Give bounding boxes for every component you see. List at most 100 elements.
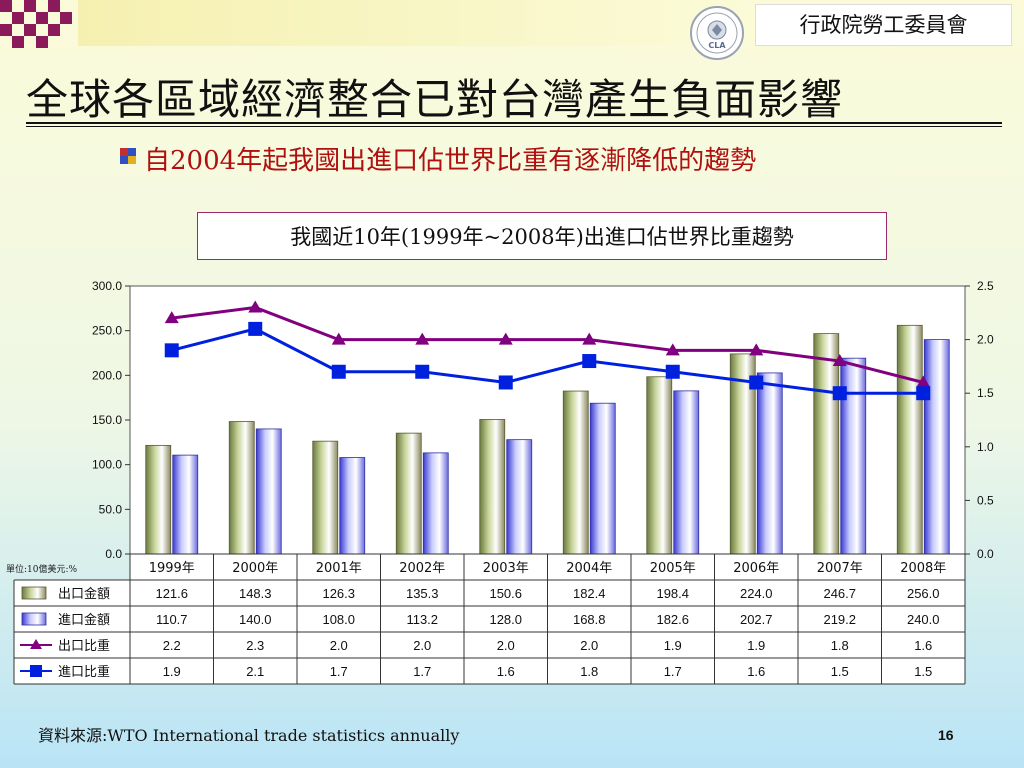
- cla-logo: CLA: [690, 6, 744, 60]
- import-value-bar: [673, 390, 700, 555]
- export-value-bar: [479, 419, 506, 555]
- data-table-value: 108.0: [322, 612, 355, 627]
- x-category-label: 2000年: [232, 561, 278, 576]
- y-left-tick-label: 0.0: [105, 547, 122, 561]
- y-left-tick-label: 200.0: [92, 368, 122, 382]
- export-share-point: [415, 332, 430, 345]
- legend-key-bar: [21, 612, 47, 626]
- import-share-line: [171, 327, 924, 395]
- legend-series-name: 出口比重: [58, 638, 110, 654]
- data-table-value: 140.0: [239, 612, 272, 627]
- import-value-bar: [506, 439, 533, 555]
- export-value-bar: [813, 333, 840, 555]
- export-share-point: [832, 354, 847, 367]
- data-table-value: 182.4: [573, 586, 606, 601]
- import-value-bar: [756, 372, 783, 555]
- y-right-tick-label: 0.0: [977, 547, 994, 561]
- legend-series-name: 出口金額: [58, 586, 110, 602]
- data-table-value: 2.2: [163, 638, 181, 653]
- import-share-point: [164, 343, 179, 358]
- y-left-tick-label: 100.0: [92, 458, 122, 472]
- data-table-value: 110.7: [156, 612, 188, 627]
- logo-text: CLA: [708, 41, 726, 50]
- header-band: [78, 0, 768, 46]
- data-table-value: 240.0: [907, 612, 940, 627]
- import-share-point: [665, 364, 680, 379]
- data-table-value: 113.2: [406, 612, 438, 627]
- import-share-point: [331, 364, 346, 379]
- y-left-tick-label: 250.0: [92, 324, 122, 338]
- trade-chart: 0.0 50.0 100.0 150.0 200.0 250.0 300.0 0.0 0.5 1.…: [13, 279, 994, 685]
- data-table-value: 126.3: [322, 586, 355, 601]
- data-table-value: 198.4: [656, 586, 689, 601]
- data-table-value: 1.9: [163, 664, 181, 679]
- import-share-point: [832, 386, 847, 401]
- import-share-point: [415, 364, 430, 379]
- import-share-point: [582, 354, 597, 369]
- y-left-tick-label: 300.0: [92, 279, 122, 293]
- council-name: 行政院勞工委員會: [755, 4, 1012, 46]
- export-share-point: [749, 343, 764, 356]
- import-value-bar: [255, 428, 282, 555]
- data-table-value: 1.7: [330, 664, 348, 679]
- y-right-tick-label: 0.5: [977, 493, 994, 507]
- slide-subtitle: 自2004年起我國出進口佔世界比重有逐漸降低的趨勢: [144, 146, 757, 176]
- corner-checker-decoration: [0, 0, 72, 48]
- y-left-tick-label: 150.0: [92, 413, 122, 427]
- export-share-point: [498, 332, 513, 345]
- import-share-point: [498, 375, 513, 390]
- data-table-value: 1.6: [747, 664, 765, 679]
- x-category-label: 2002年: [399, 561, 445, 576]
- export-share-point: [164, 311, 179, 324]
- export-value-bar: [395, 432, 422, 555]
- data-table-value: 1.6: [497, 664, 515, 679]
- data-table-value: 219.2: [823, 612, 856, 627]
- data-table-value: 1.8: [580, 664, 598, 679]
- data-table-value: 135.3: [406, 586, 439, 601]
- data-table-value: 150.6: [489, 586, 522, 601]
- data-table-value: 2.0: [497, 638, 515, 653]
- data-table-value: 224.0: [740, 586, 773, 601]
- data-table-value: 1.5: [914, 664, 932, 679]
- export-value-bar: [646, 376, 673, 555]
- data-table-value: 2.1: [246, 664, 264, 679]
- data-table-value: 1.7: [413, 664, 431, 679]
- import-value-bar: [589, 402, 616, 555]
- x-category-label: 2007年: [817, 561, 863, 576]
- x-category-label: 2004年: [566, 561, 612, 576]
- import-share-point: [749, 375, 764, 390]
- export-value-bar: [562, 390, 589, 555]
- export-value-bar: [896, 324, 923, 555]
- data-table-value: 1.9: [747, 638, 765, 653]
- x-category-label: 1999年: [149, 561, 195, 576]
- data-table-value: 1.5: [831, 664, 849, 679]
- export-value-bar: [145, 444, 172, 555]
- export-share-point: [331, 332, 346, 345]
- y-left-tick-label: 50.0: [99, 502, 123, 516]
- legend-key-marker: [30, 639, 42, 649]
- title-rule-thin: [26, 126, 1002, 127]
- legend-series-name: 進口金額: [58, 612, 110, 628]
- y-right-tick-label: 1.0: [977, 440, 994, 454]
- export-share-point: [665, 343, 680, 356]
- export-value-bar: [312, 440, 339, 555]
- data-table-value: 128.0: [489, 612, 522, 627]
- legend-key-bar: [21, 586, 47, 600]
- legend-key-marker: [30, 665, 42, 677]
- data-table-value: 121.6: [155, 586, 188, 601]
- data-table-value: 246.7: [823, 586, 856, 601]
- data-table-value: 182.6: [656, 612, 689, 627]
- export-share-point: [582, 332, 597, 345]
- slide-title: 全球各區域經濟整合已對台灣產生負面影響: [26, 75, 844, 124]
- data-table-value: 2.0: [413, 638, 431, 653]
- chart-title: 我國近10年(1999年~2008年)出進口佔世界比重趨勢: [197, 212, 887, 260]
- data-table-value: 1.7: [664, 664, 682, 679]
- data-table-value: 202.7: [740, 612, 773, 627]
- y-right-tick-label: 2.5: [977, 279, 994, 293]
- x-category-label: 2008年: [900, 561, 946, 576]
- import-share-point: [916, 386, 931, 401]
- x-category-label: 2005年: [650, 561, 696, 576]
- page-number: 16: [938, 727, 954, 743]
- export-share-point: [916, 375, 931, 388]
- unit-note: 單位:10億美元:%: [6, 565, 78, 575]
